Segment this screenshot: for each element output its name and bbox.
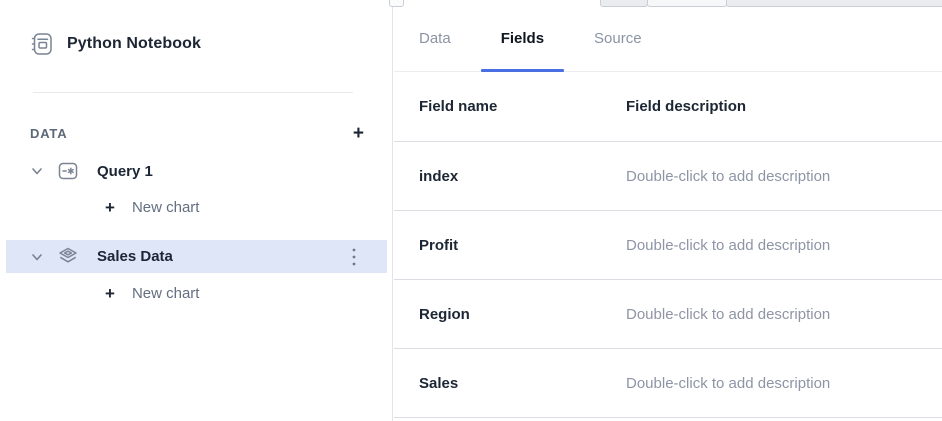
kebab-menu-icon[interactable] xyxy=(347,244,361,270)
sidebar-item-query-1[interactable]: Query 1 xyxy=(30,157,153,185)
field-description-placeholder[interactable]: Double-click to add description xyxy=(626,305,831,323)
toolbar-fragment xyxy=(726,0,942,7)
tab-fields[interactable]: Fields xyxy=(476,0,569,72)
fields-panel: Data Fields Source Field name Field desc… xyxy=(394,0,942,421)
field-name: index xyxy=(419,167,459,185)
sidebar-item-sales-data[interactable]: Sales Data xyxy=(6,240,387,273)
new-chart-label: New chart xyxy=(131,284,200,302)
sidebar-divider xyxy=(33,92,353,93)
fields-table: Field name Field description index Doubl… xyxy=(394,72,942,418)
tab-data[interactable]: Data xyxy=(419,29,451,47)
notebook-title: Python Notebook xyxy=(67,35,201,52)
notebook-header[interactable]: Python Notebook xyxy=(30,31,362,57)
table-row: Profit Double-click to add description xyxy=(394,211,942,280)
sidebar-item-label: Query 1 xyxy=(97,162,153,180)
column-header-field-description: Field description xyxy=(626,98,747,115)
chevron-down-icon[interactable] xyxy=(30,250,44,264)
table-header-row: Field name Field description xyxy=(394,72,942,142)
data-section-label: DATA xyxy=(30,125,68,141)
add-data-button[interactable]: + xyxy=(352,122,364,144)
tab-source[interactable]: Source xyxy=(594,29,642,47)
sidebar: Python Notebook DATA + xyxy=(0,0,393,421)
sidebar-item-label: Sales Data xyxy=(97,248,173,265)
field-description-placeholder[interactable]: Double-click to add description xyxy=(626,236,831,254)
toolbar-fragment xyxy=(647,0,727,7)
layers-icon xyxy=(56,245,80,269)
new-chart-button-query[interactable]: + New chart xyxy=(105,195,199,219)
field-description-placeholder[interactable]: Double-click to add description xyxy=(626,167,831,185)
chevron-down-icon[interactable] xyxy=(30,164,44,178)
query-icon xyxy=(56,159,80,183)
new-chart-button-sales[interactable]: + New chart xyxy=(105,281,199,305)
plus-icon: + xyxy=(105,197,115,217)
notebook-icon xyxy=(30,31,54,57)
field-name: Profit xyxy=(419,236,459,254)
toolbar-fragment xyxy=(600,0,648,7)
field-name: Sales xyxy=(419,374,459,392)
field-name: Region xyxy=(419,305,470,323)
field-description-placeholder[interactable]: Double-click to add description xyxy=(626,374,831,392)
column-header-field-name: Field name xyxy=(419,98,498,115)
new-chart-label: New chart xyxy=(131,198,200,216)
plus-icon: + xyxy=(105,283,115,303)
data-section-header: DATA + xyxy=(30,121,364,145)
toolbar-fragment xyxy=(389,0,404,7)
table-row: index Double-click to add description xyxy=(394,142,942,211)
table-row: Region Double-click to add description xyxy=(394,280,942,349)
panel-tabs: Data Fields Source xyxy=(394,0,942,72)
table-row: Sales Double-click to add description xyxy=(394,349,942,418)
